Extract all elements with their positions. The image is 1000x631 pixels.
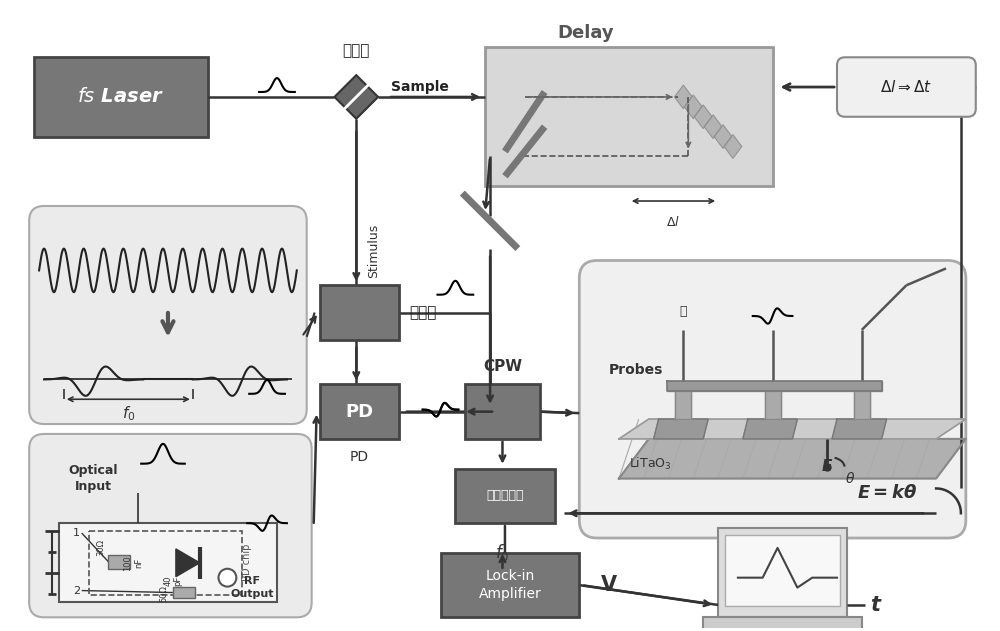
- FancyBboxPatch shape: [465, 384, 540, 439]
- Polygon shape: [619, 439, 966, 478]
- Polygon shape: [334, 75, 378, 119]
- Text: 50Ω: 50Ω: [159, 585, 168, 602]
- Polygon shape: [694, 105, 712, 129]
- Polygon shape: [674, 85, 692, 109]
- Polygon shape: [684, 95, 702, 119]
- FancyBboxPatch shape: [455, 469, 555, 523]
- Text: t: t: [870, 595, 880, 615]
- Text: $\Delta l \Rightarrow \Delta t$: $\Delta l \Rightarrow \Delta t$: [880, 79, 933, 95]
- Polygon shape: [743, 419, 797, 439]
- FancyBboxPatch shape: [59, 523, 277, 603]
- Text: $f_0$: $f_0$: [495, 543, 510, 563]
- FancyBboxPatch shape: [441, 553, 579, 617]
- Text: PD: PD: [350, 450, 369, 464]
- Text: E: E: [822, 459, 833, 474]
- Polygon shape: [714, 125, 732, 148]
- Text: 平衡探测器: 平衡探测器: [486, 490, 524, 502]
- Text: Stimulus: Stimulus: [368, 223, 381, 278]
- FancyBboxPatch shape: [34, 57, 208, 136]
- Text: PD: PD: [345, 403, 373, 421]
- Text: 30Ω: 30Ω: [96, 540, 105, 557]
- Polygon shape: [654, 419, 708, 439]
- FancyBboxPatch shape: [320, 384, 399, 439]
- Text: Probes: Probes: [609, 363, 663, 377]
- Text: V: V: [601, 575, 617, 595]
- Text: $fs$ Laser: $fs$ Laser: [77, 88, 164, 107]
- FancyBboxPatch shape: [29, 434, 312, 617]
- Polygon shape: [619, 419, 966, 439]
- Text: $\boldsymbol{E=k\theta}$: $\boldsymbol{E=k\theta}$: [857, 485, 917, 502]
- Text: 分离器: 分离器: [343, 43, 370, 58]
- Text: 2: 2: [73, 586, 80, 596]
- Text: $f_0$: $f_0$: [122, 404, 135, 423]
- Polygon shape: [667, 381, 882, 391]
- Polygon shape: [675, 389, 691, 419]
- Text: Lock-in
Amplifier: Lock-in Amplifier: [479, 569, 541, 601]
- Text: 40
pF: 40 pF: [163, 575, 183, 586]
- FancyBboxPatch shape: [173, 587, 195, 598]
- FancyBboxPatch shape: [703, 617, 862, 631]
- Polygon shape: [765, 389, 781, 419]
- Polygon shape: [176, 549, 200, 577]
- FancyBboxPatch shape: [29, 206, 307, 424]
- Text: ⏚: ⏚: [680, 305, 687, 318]
- FancyBboxPatch shape: [718, 528, 847, 617]
- FancyBboxPatch shape: [320, 285, 399, 339]
- Text: $\Delta l$: $\Delta l$: [666, 215, 680, 229]
- Text: Optical
Input: Optical Input: [69, 464, 118, 493]
- Text: 斩波器: 斩波器: [409, 305, 436, 320]
- Text: PD chip: PD chip: [242, 544, 252, 582]
- Text: Sample: Sample: [391, 80, 449, 94]
- Text: CPW: CPW: [483, 359, 522, 374]
- FancyBboxPatch shape: [725, 535, 840, 606]
- Polygon shape: [724, 134, 742, 158]
- FancyBboxPatch shape: [485, 47, 773, 186]
- FancyBboxPatch shape: [837, 57, 976, 117]
- Text: Delay: Delay: [557, 23, 614, 42]
- Text: $\theta$: $\theta$: [845, 471, 855, 486]
- FancyBboxPatch shape: [579, 261, 966, 538]
- FancyBboxPatch shape: [108, 555, 130, 569]
- Text: LiTaO$_3$: LiTaO$_3$: [629, 456, 671, 472]
- Text: 1: 1: [73, 528, 80, 538]
- Circle shape: [219, 569, 236, 587]
- Polygon shape: [832, 419, 887, 439]
- Text: 100
nF: 100 nF: [124, 555, 143, 570]
- Polygon shape: [704, 115, 722, 139]
- Polygon shape: [854, 389, 870, 419]
- Text: RF
Output: RF Output: [230, 576, 274, 599]
